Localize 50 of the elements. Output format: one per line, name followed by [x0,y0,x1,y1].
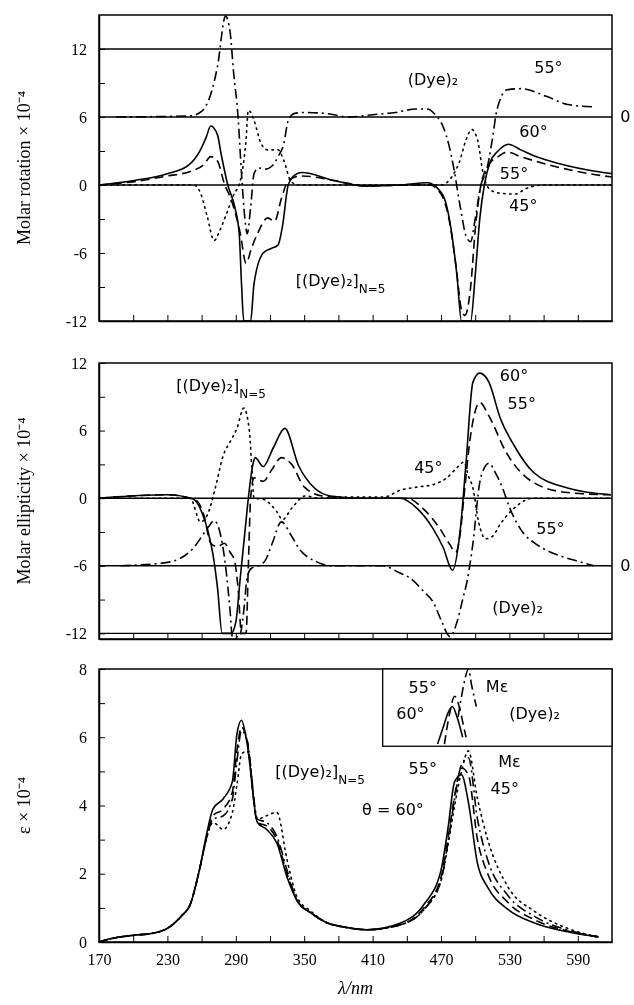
text: 0 [620,556,631,576]
y-tick-label: 12 [71,40,87,58]
x-tick-label: 410 [361,951,386,969]
annotation: 45° [509,195,538,215]
y-tick-label: 8 [79,660,87,678]
y-tick-label: -6 [73,244,87,262]
annotation: [(Dye)₂]$_{N=5}$ [176,376,266,402]
annotation: 55° [408,678,437,698]
y-axis-title: Molar ellipticity × 10⁻⁴ [14,417,34,585]
annotation: 55° [536,519,565,539]
annotation: 60° [519,122,548,142]
y-axis-title: Molar rotation × 10⁻⁴ [14,91,34,245]
y-tick-label: -12 [65,624,87,642]
y-tick-label: 6 [79,108,87,126]
annotation: 45° [490,779,519,799]
annotation: 55° [499,164,529,184]
x-axis-title: λ/nm [337,978,373,998]
y-tick-label: 4 [79,797,87,815]
annotation: (Dye)₂ [509,704,560,724]
annotation: 60° [499,366,529,386]
annotation: Mε [485,676,509,696]
annotation: 55° [507,394,536,414]
annotation: 55° [534,57,563,77]
y-tick-label: -12 [65,312,87,330]
annotation: (Dye)₂ [407,70,459,90]
annotation: [(Dye)₂]$_{N=5}$ [275,761,365,787]
y-tick-label: 12 [71,354,87,372]
y-tick-label: 6 [79,728,87,746]
x-tick-label: 290 [224,951,249,969]
annotation: (Dye)₂ [492,598,543,618]
y-tick-label: -6 [73,557,87,575]
x-tick-label: 230 [155,951,180,969]
y-tick-label: 0 [79,489,87,507]
annotation: 60° [396,704,425,724]
annotation: 45° [414,458,443,478]
x-tick-label: 170 [87,951,112,969]
x-tick-label: 590 [566,951,591,969]
annotation: θ = 60° [362,799,424,819]
x-tick-label: 470 [429,951,454,969]
annotation: Mε [498,751,521,771]
y-tick-label: 2 [79,865,87,883]
annotation: 55° [408,758,437,778]
x-tick-label: 350 [292,951,317,969]
y-tick-label: 0 [79,933,87,951]
y-tick-label: 0 [79,176,87,194]
x-tick-label: 530 [497,951,522,969]
annotation: [(Dye)₂]$_{N=5}$ [295,270,386,296]
text: 0 [620,107,631,127]
y-tick-label: 6 [79,422,87,440]
y-axis-title: ε × 10⁻⁴ [14,777,34,834]
